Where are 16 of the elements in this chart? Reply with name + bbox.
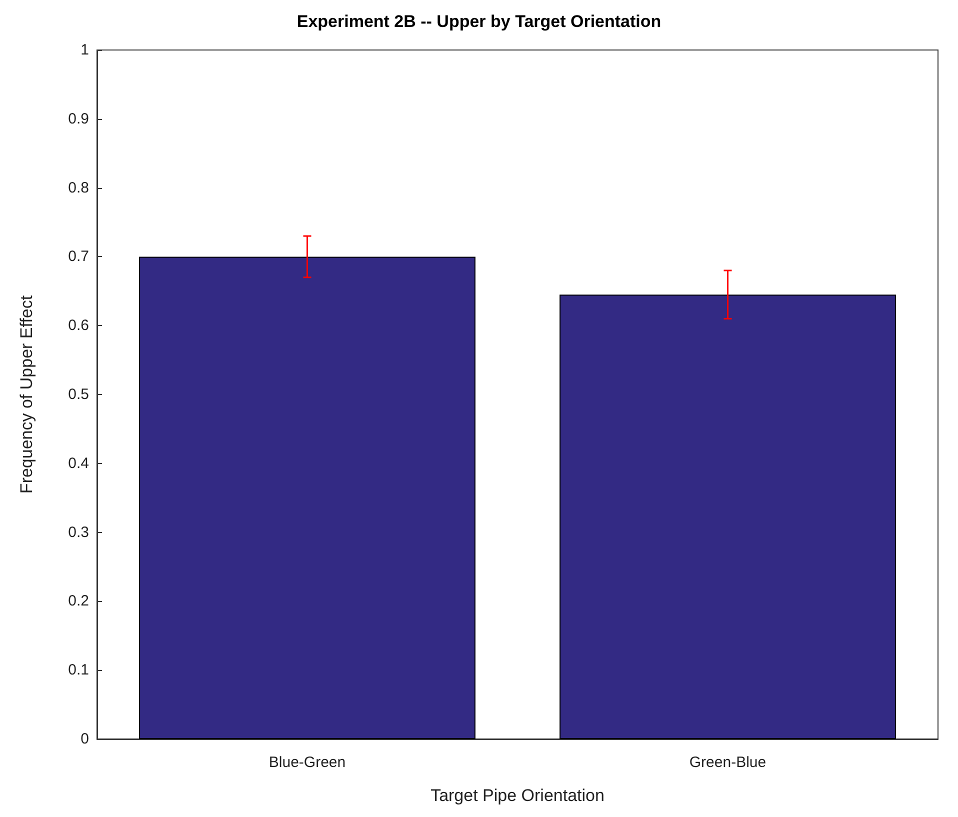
x-tick-label: Blue-Green	[268, 754, 346, 771]
y-tick-label: 0.1	[68, 662, 89, 679]
y-tick-label: 0.3	[68, 524, 89, 541]
y-tick-label: 0.7	[68, 248, 89, 266]
x-axis-title: Target Pipe Orientation	[430, 786, 604, 805]
y-axis-title: Frequency of Upper Effect	[17, 295, 36, 494]
chart-title: Experiment 2B -- Upper by Target Orientation	[296, 12, 662, 31]
y-tick-label: 0.8	[68, 179, 89, 196]
x-tick-label: Green-Blue	[689, 754, 766, 771]
y-tick-label: 0.9	[68, 110, 89, 128]
y-tick-label: 1	[80, 42, 89, 58]
y-tick-label: 0.5	[68, 386, 89, 403]
y-tick-label: 0.4	[68, 454, 89, 472]
y-tick-label: 0.2	[68, 592, 89, 610]
y-tick-label: 0.6	[68, 317, 89, 334]
y-tick-label: 0	[80, 730, 89, 748]
